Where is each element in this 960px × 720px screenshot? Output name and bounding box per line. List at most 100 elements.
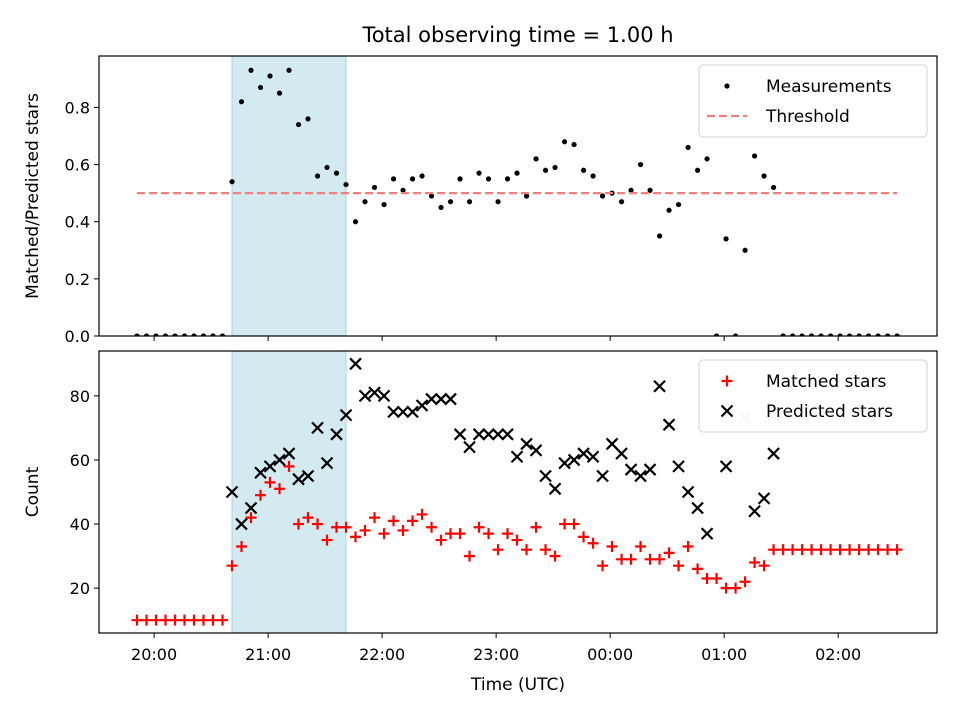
ratio-panel-frame (98, 55, 938, 337)
y-tick-label: 0.2 (65, 270, 90, 289)
ratio-panel: 19:51 019:56 020:01 020:06 020:11 020:16… (23, 55, 938, 346)
data-point: 23:56 55 (596, 469, 609, 483)
data-point: 23:01 0.47 (495, 199, 501, 205)
x-tick-label: 20:00 (131, 645, 177, 664)
legend-label: Threshold (765, 107, 850, 127)
data-point: 23:26 0.58 (542, 167, 549, 173)
data-point: 19:51 10 (131, 614, 143, 626)
data-point: 21:46 0.4 (352, 219, 359, 225)
data-point: 22:41 37 (454, 528, 466, 540)
data-point: 20:01 10 (150, 614, 162, 626)
data-point: 00:26 0.35 (656, 233, 663, 239)
data-point: 20:51 42 (245, 512, 257, 524)
data-point: 22:41 0.55 (457, 176, 463, 182)
data-point: 22:11 0.51 (400, 187, 406, 193)
data-point: 22:46 30 (464, 550, 476, 562)
data-point: 22:36 79 (444, 392, 457, 406)
data-point: 22:01 0.46 (381, 201, 387, 208)
data-point: 00:16 33 (635, 540, 647, 552)
data-point: 21:51 0.47 (362, 199, 368, 205)
data-point: 23:16 32 (521, 544, 533, 556)
data-point: 22:11 75 (396, 405, 410, 419)
data-point: 23:21 0.62 (533, 156, 539, 162)
data-point: 22:56 68 (482, 428, 495, 441)
data-point: 23:06 37 (502, 528, 514, 540)
y-tick-label: 0.0 (65, 327, 90, 346)
data-point: 21:01 58 (263, 460, 277, 473)
data-point: 19:56 0 (143, 333, 150, 336)
count-axis-ticks: 20 40 60 80 20:00 21:00 22:00 23:00 00:00 01:00 02… (70, 387, 862, 664)
data-point: 00:11 57 (624, 463, 638, 476)
data-point: 22:51 68 (472, 428, 486, 441)
data-point: 22:01 80 (377, 389, 391, 403)
data-point: 01:01 20 (720, 582, 732, 594)
data-point: 20:41 50 (225, 485, 239, 499)
x-tick-label: 00:00 (587, 645, 633, 664)
data-point: 00:46 26 (692, 563, 704, 575)
data-point: 01:06 20 (730, 582, 742, 594)
data-point: 22:16 0.55 (409, 176, 416, 182)
legend-label: Measurements (766, 77, 892, 97)
data-point: 00:01 33 (606, 540, 618, 552)
data-point: 00:41 33 (682, 540, 694, 552)
data-point: 20:31 0 (210, 333, 216, 336)
data-point: 21:36 0.57 (333, 170, 340, 176)
data-point: 00:56 23 (711, 573, 723, 585)
data-point: 02:16 0 (865, 333, 872, 336)
count-panel-frame (98, 350, 938, 634)
data-point: 21:41 0.53 (343, 181, 349, 188)
data-point: 22:06 41 (388, 515, 400, 527)
data-point: 02:06 32 (844, 544, 856, 556)
data-point: 21:06 0.85 (276, 90, 283, 96)
data-point: 00:36 58 (672, 460, 685, 473)
data-point: 00:26 83 (653, 379, 666, 393)
data-point: 01:41 0 (799, 333, 805, 336)
data-point: 00:31 0.44 (666, 207, 672, 213)
data-point: 23:16 0.49 (523, 193, 530, 199)
data-point: 21:01 0.91 (267, 73, 273, 79)
data-point: 01:01 0.34 (723, 236, 729, 242)
data-point: 19:56 10 (141, 614, 153, 626)
data-point: 00:26 29 (654, 553, 666, 565)
data-point: 01:21 27 (758, 560, 770, 572)
x-tick-label: 23:00 (473, 645, 519, 664)
data-point: 21:31 35 (321, 534, 333, 546)
data-point: 23:36 59 (558, 456, 571, 470)
data-point: 23:36 0.68 (561, 139, 568, 145)
data-point: 22:16 75 (406, 405, 419, 419)
data-point: 00:51 23 (701, 573, 713, 585)
data-point: 23:06 68 (501, 428, 514, 441)
data-point: 02:21 0 (875, 333, 881, 336)
data-point: 01:26 62 (767, 447, 780, 460)
data-point: 21:26 0.56 (314, 173, 321, 179)
data-point: 01:01 58 (719, 460, 733, 473)
count-y-axis-label: Count (23, 466, 43, 517)
data-point: 00:21 57 (643, 463, 657, 476)
data-point: 23:36 40 (559, 518, 571, 530)
data-point: 01:36 0 (789, 333, 796, 336)
data-point: 19:51 0 (134, 333, 140, 336)
data-point: 22:11 38 (397, 524, 409, 536)
x-tick-label: 21:00 (245, 645, 291, 664)
data-point: 00:31 31 (663, 547, 675, 559)
data-point: 00:06 29 (616, 553, 628, 565)
data-point: 23:11 61 (510, 450, 524, 464)
observing-window-shade (231, 55, 347, 337)
data-point: 21:11 58 (283, 460, 295, 472)
data-point: 20:06 10 (160, 614, 172, 626)
data-point: 02:01 32 (834, 544, 846, 556)
data-point: 20:21 0 (191, 333, 197, 336)
data-point: 02:11 32 (853, 544, 865, 556)
data-point: 23:21 63 (529, 444, 543, 457)
data-point: 02:06 0 (846, 333, 853, 336)
data-point: 22:16 41 (407, 515, 419, 527)
time-x-axis-label: Time (UTC) (470, 675, 565, 695)
chart-title: Total observing time = 1.00 h (361, 23, 673, 47)
data-point: 22:31 0.45 (438, 204, 444, 211)
data-point: 22:36 37 (445, 528, 457, 540)
data-point: 00:51 0.62 (704, 156, 710, 162)
data-point: 23:11 35 (511, 534, 523, 546)
data-point: 21:01 53 (264, 476, 276, 488)
data-point: 22:06 75 (387, 405, 400, 419)
